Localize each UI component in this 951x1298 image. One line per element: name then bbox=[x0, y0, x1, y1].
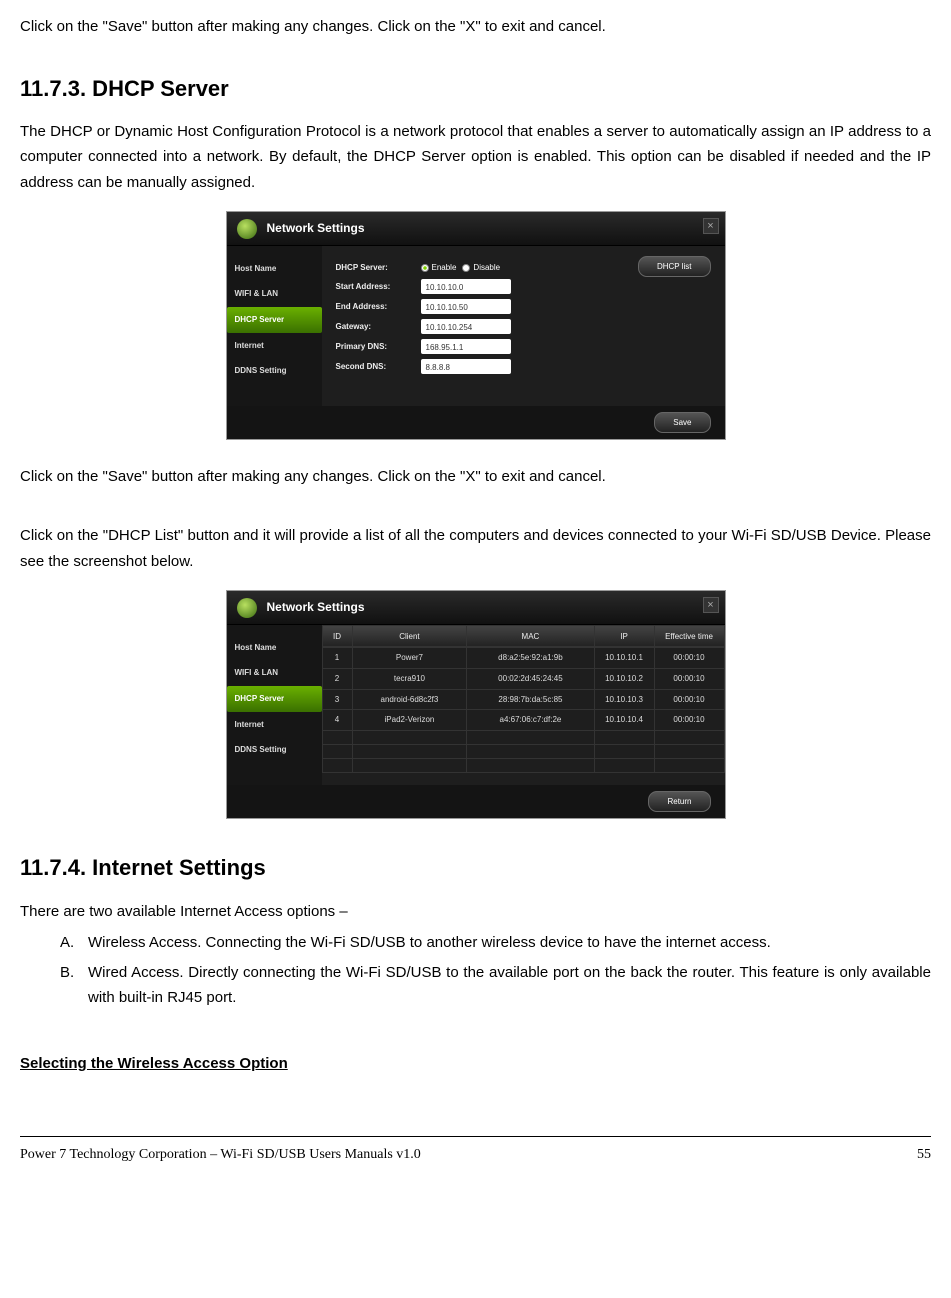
col-mac: MAC bbox=[467, 625, 594, 648]
sidebar-item-ddns[interactable]: DDNS Setting bbox=[227, 358, 322, 384]
cell: d8:a2:5e:92:a1:9b bbox=[467, 648, 594, 669]
window-header: Network Settings × bbox=[227, 212, 725, 245]
network-icon bbox=[237, 219, 257, 239]
col-ip: IP bbox=[594, 625, 654, 648]
cell: 10.10.10.3 bbox=[594, 689, 654, 710]
window-footer: Return bbox=[227, 785, 725, 819]
cell: 10.10.10.2 bbox=[594, 668, 654, 689]
input-gateway[interactable]: 10.10.10.254 bbox=[421, 319, 511, 334]
sidebar-item-wifi[interactable]: WIFI & LAN bbox=[227, 660, 322, 686]
cell: 1 bbox=[322, 648, 352, 669]
cell: 10.10.10.4 bbox=[594, 710, 654, 731]
label-end: End Address: bbox=[336, 300, 421, 314]
dhcp-list-button[interactable]: DHCP list bbox=[638, 256, 711, 278]
input-primary-dns[interactable]: 168.95.1.1 bbox=[421, 339, 511, 354]
cell: 00:00:10 bbox=[654, 689, 724, 710]
table-row: 1Power7d8:a2:5e:92:a1:9b10.10.10.100:00:… bbox=[322, 648, 724, 669]
input-second-dns[interactable]: 8.8.8.8 bbox=[421, 359, 511, 374]
list-marker: A. bbox=[60, 930, 88, 956]
sidebar-item-dhcp[interactable]: DHCP Server bbox=[227, 307, 322, 333]
save-button[interactable]: Save bbox=[654, 412, 710, 434]
dhcp-table: ID Client MAC IP Effective time 1Power7d… bbox=[322, 625, 725, 773]
table-row: 3android-6d8c2f328:98:7b:da:5c:8510.10.1… bbox=[322, 689, 724, 710]
sidebar-item-wifi[interactable]: WIFI & LAN bbox=[227, 281, 322, 307]
label-start: Start Address: bbox=[336, 280, 421, 294]
radio-enable[interactable]: Enable bbox=[421, 261, 457, 275]
input-end-address[interactable]: 10.10.10.50 bbox=[421, 299, 511, 314]
paragraph-inet-intro: There are two available Internet Access … bbox=[20, 899, 931, 925]
label-sdns: Second DNS: bbox=[336, 360, 421, 374]
cell: iPad2-Verizon bbox=[352, 710, 467, 731]
sidebar-item-ddns[interactable]: DDNS Setting bbox=[227, 737, 322, 763]
footer-text: Power 7 Technology Corporation – Wi-Fi S… bbox=[20, 1143, 421, 1167]
radio-disable[interactable]: Disable bbox=[462, 261, 500, 275]
sidebar-item-hostname[interactable]: Host Name bbox=[227, 635, 322, 661]
sidebar-item-internet[interactable]: Internet bbox=[227, 333, 322, 359]
close-icon[interactable]: × bbox=[703, 218, 719, 234]
screenshot-dhcp-list: Network Settings × Host Name WIFI & LAN … bbox=[226, 590, 726, 819]
list-item: B. Wired Access. Directly connecting the… bbox=[60, 960, 931, 1011]
paragraph-dhcp-desc: The DHCP or Dynamic Host Configuration P… bbox=[20, 119, 931, 196]
radio-enable-label: Enable bbox=[432, 261, 457, 275]
col-client: Client bbox=[352, 625, 467, 648]
intro-text: Click on the "Save" button after making … bbox=[20, 14, 931, 40]
cell: 2 bbox=[322, 668, 352, 689]
table-row: 2tecra91000:02:2d:45:24:4510.10.10.200:0… bbox=[322, 668, 724, 689]
cell: Power7 bbox=[352, 648, 467, 669]
cell: 00:00:10 bbox=[654, 648, 724, 669]
page-footer: Power 7 Technology Corporation – Wi-Fi S… bbox=[20, 1136, 931, 1167]
input-start-address[interactable]: 10.10.10.0 bbox=[421, 279, 511, 294]
cell: 4 bbox=[322, 710, 352, 731]
label-pdns: Primary DNS: bbox=[336, 340, 421, 354]
label-dhcp-server: DHCP Server: bbox=[336, 261, 421, 275]
col-eff: Effective time bbox=[654, 625, 724, 648]
window-title: Network Settings bbox=[267, 218, 365, 238]
radio-disable-label: Disable bbox=[473, 261, 500, 275]
cell: 28:98:7b:da:5c:85 bbox=[467, 689, 594, 710]
paragraph-dhcp-list-note: Click on the "DHCP List" button and it w… bbox=[20, 523, 931, 574]
cell: 3 bbox=[322, 689, 352, 710]
network-icon bbox=[237, 598, 257, 618]
sidebar: Host Name WIFI & LAN DHCP Server Interne… bbox=[227, 246, 322, 406]
label-gateway: Gateway: bbox=[336, 320, 421, 334]
cell: a4:67:06:c7:df:2e bbox=[467, 710, 594, 731]
window-title: Network Settings bbox=[267, 597, 365, 617]
sidebar-item-internet[interactable]: Internet bbox=[227, 712, 322, 738]
close-icon[interactable]: × bbox=[703, 597, 719, 613]
table-row bbox=[322, 758, 724, 772]
options-list: A. Wireless Access. Connecting the Wi-Fi… bbox=[20, 930, 931, 1011]
sidebar: Host Name WIFI & LAN DHCP Server Interne… bbox=[227, 625, 322, 785]
heading-wireless-option: Selecting the Wireless Access Option bbox=[20, 1051, 931, 1077]
col-id: ID bbox=[322, 625, 352, 648]
cell: 00:00:10 bbox=[654, 710, 724, 731]
list-text: Wired Access. Directly connecting the Wi… bbox=[88, 960, 931, 1011]
page-number: 55 bbox=[917, 1143, 931, 1167]
screenshot-dhcp-settings: Network Settings × Host Name WIFI & LAN … bbox=[226, 211, 726, 440]
return-button[interactable]: Return bbox=[648, 791, 710, 813]
cell: android-6d8c2f3 bbox=[352, 689, 467, 710]
cell: tecra910 bbox=[352, 668, 467, 689]
sidebar-item-dhcp[interactable]: DHCP Server bbox=[227, 686, 322, 712]
sidebar-item-hostname[interactable]: Host Name bbox=[227, 256, 322, 282]
table-row bbox=[322, 744, 724, 758]
cell: 10.10.10.1 bbox=[594, 648, 654, 669]
heading-dhcp-server: 11.7.3. DHCP Server bbox=[20, 70, 931, 107]
paragraph-save-note: Click on the "Save" button after making … bbox=[20, 464, 931, 490]
cell: 00:02:2d:45:24:45 bbox=[467, 668, 594, 689]
window-footer: Save bbox=[227, 406, 725, 440]
window-header: Network Settings × bbox=[227, 591, 725, 624]
dhcp-list-panel: ID Client MAC IP Effective time 1Power7d… bbox=[322, 625, 725, 785]
list-text: Wireless Access. Connecting the Wi-Fi SD… bbox=[88, 930, 931, 956]
table-row: 4iPad2-Verizona4:67:06:c7:df:2e10.10.10.… bbox=[322, 710, 724, 731]
list-marker: B. bbox=[60, 960, 88, 1011]
list-item: A. Wireless Access. Connecting the Wi-Fi… bbox=[60, 930, 931, 956]
cell: 00:00:10 bbox=[654, 668, 724, 689]
table-row bbox=[322, 730, 724, 744]
settings-panel: DHCP list DHCP Server: Enable Disable St… bbox=[322, 246, 725, 406]
heading-internet-settings: 11.7.4. Internet Settings bbox=[20, 849, 931, 886]
